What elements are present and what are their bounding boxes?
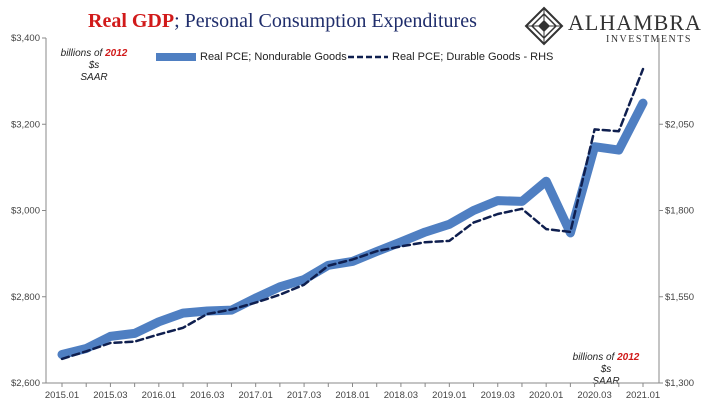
- x-tick-label: 2015.03: [93, 390, 127, 401]
- x-tick-label: 2016.03: [190, 390, 224, 401]
- x-tick-label: 2018.03: [384, 390, 418, 401]
- right-tick-label: $1,800: [665, 206, 694, 217]
- x-tick-label: 2017.03: [287, 390, 321, 401]
- right-unit-note: billions of 2012 $s SAAR: [566, 352, 646, 388]
- x-tick-label: 2021.01: [626, 390, 660, 401]
- logo: ALHAMBRA INVESTMENTS: [522, 6, 701, 46]
- right-unit-prefix: billions of: [572, 352, 618, 363]
- legend-item-nondurable: Real PCE; Nondurable Goods: [156, 48, 347, 66]
- x-tick-label: 2019.03: [481, 390, 515, 401]
- left-unit-note: billions of 2012 $s SAAR: [54, 48, 134, 84]
- left-unit-saar: SAAR: [80, 72, 108, 83]
- left-unit-prefix: billions of: [60, 48, 106, 59]
- x-tick-label: 2019.01: [432, 390, 466, 401]
- x-tick-label: 2017.01: [238, 390, 272, 401]
- legend-label-durable: Real PCE; Durable Goods - RHS: [392, 51, 554, 63]
- axes: [42, 37, 663, 387]
- logo-name: ALHAMBRA: [568, 10, 702, 35]
- tick-labels: $2,600 $2,800 $3,000 $3,200 $3,400 $1,300 $1,5…: [11, 33, 694, 401]
- title-highlight: Real GDP: [88, 10, 175, 32]
- left-unit-year: 2012: [105, 48, 128, 59]
- series-layer: [57, 67, 648, 361]
- right-unit-saar: SAAR: [592, 376, 620, 387]
- x-tick-label: 2020.01: [529, 390, 563, 401]
- chart-title: Real GDP; Personal Consumption Expenditu…: [88, 10, 477, 33]
- legend-item-durable: Real PCE; Durable Goods - RHS: [348, 48, 553, 66]
- left-tick-label: $2,600: [11, 378, 40, 389]
- title-rest: ; Personal Consumption Expenditures: [174, 10, 477, 32]
- right-tick-label: $1,300: [665, 378, 694, 389]
- logo-subtitle: INVESTMENTS: [606, 34, 692, 45]
- series-durable-line: [60, 67, 645, 361]
- right-tick-label: $1,550: [665, 292, 694, 303]
- legend-swatch-durable: [348, 55, 388, 59]
- x-tick-label: 2020.03: [577, 390, 611, 401]
- x-tick-label: 2015.01: [45, 390, 79, 401]
- diamond-icon: [524, 6, 564, 46]
- left-tick-label: $3,200: [11, 119, 40, 130]
- legend-swatch-nondurable: [156, 53, 196, 61]
- legend-label-nondurable: Real PCE; Nondurable Goods: [200, 51, 347, 63]
- x-tick-label: 2016.01: [142, 390, 176, 401]
- right-tick-label: $2,050: [665, 119, 694, 130]
- series-nondurable-line: [57, 98, 648, 359]
- left-tick-label: $2,800: [11, 292, 40, 303]
- right-unit-suffix: $s: [600, 364, 612, 375]
- left-tick-label: $3,400: [11, 33, 40, 44]
- x-tick-label: 2018.01: [335, 390, 369, 401]
- right-unit-year: 2012: [617, 352, 640, 363]
- left-unit-suffix: $s: [88, 60, 100, 71]
- left-tick-label: $3,000: [11, 206, 40, 217]
